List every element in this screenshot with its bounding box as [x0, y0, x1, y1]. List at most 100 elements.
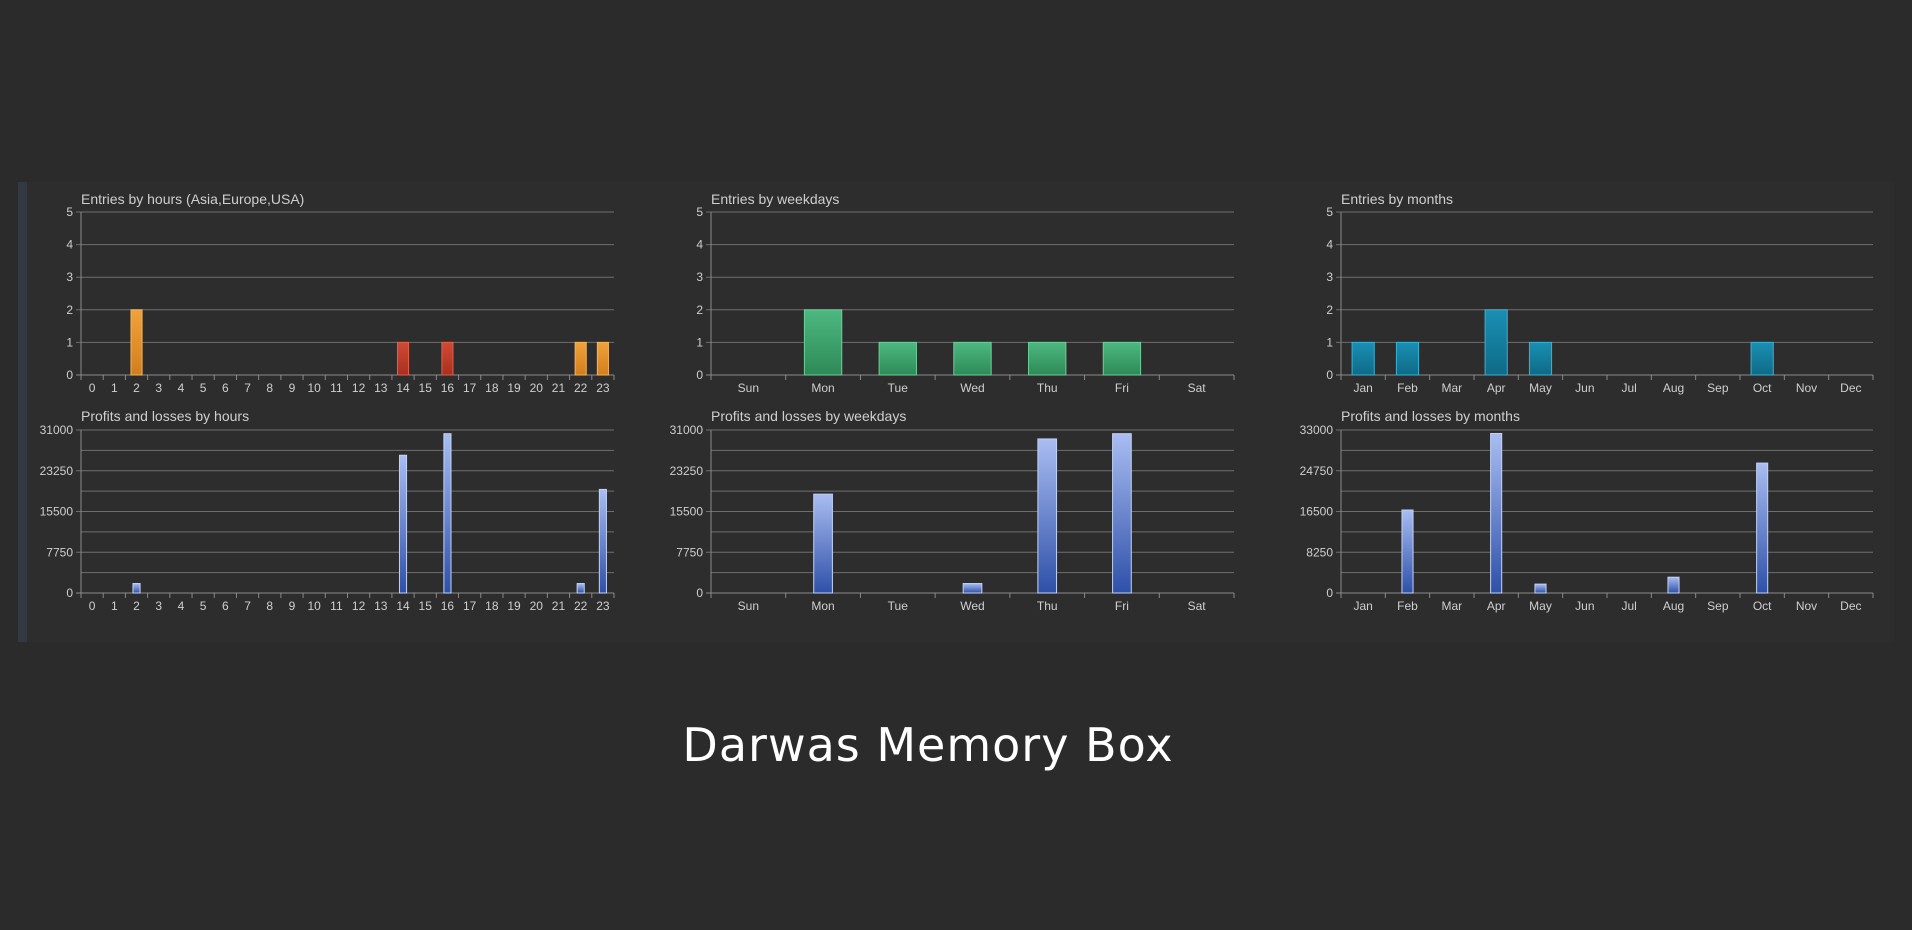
pnl-hours-xtick-label: 18: [485, 599, 499, 613]
pnl-weekdays-bar: [1037, 438, 1058, 594]
pnl-months-xtick-label: Jun: [1575, 599, 1594, 613]
pnl-hours-bar: [576, 583, 585, 594]
pnl-weekdays-chart: Profits and losses by weekdays 0 7750 15500…: [670, 408, 1235, 613]
pnl-months-bar: [1667, 576, 1680, 594]
entries-months-xtick-label: Jul: [1621, 381, 1636, 395]
entries-months-bar: [1351, 341, 1375, 376]
entries-weekdays-xtick-label: Wed: [960, 381, 984, 395]
entries-hours-xtick-label: 3: [155, 381, 162, 395]
pnl-months-xtick-label: Jan: [1353, 599, 1372, 613]
entries-hours-bar: [441, 341, 454, 376]
entries-hours-xtick-label: 12: [352, 381, 366, 395]
pnl-months-xtick-label: Dec: [1840, 599, 1861, 613]
pnl-hours-xtick-label: 3: [155, 599, 162, 613]
pnl-weekdays-bar: [962, 583, 983, 594]
entries-weekdays-xtick-label: Sun: [738, 381, 759, 395]
pnl-weekdays-bar: [813, 493, 833, 594]
entries-weekdays-ytick-label: 3: [696, 270, 703, 284]
entries-weekdays-title: Entries by weekdays: [711, 191, 839, 207]
entries-hours-xtick-label: 6: [222, 381, 229, 395]
entries-months-chart: Entries by months 0 1 2 3 4 5 Jan Feb Mar Apr May Ju…: [1326, 191, 1874, 395]
entries-months-ytick-label: 0: [1326, 368, 1333, 382]
entries-months-bar: [1395, 341, 1420, 376]
entries-months-xtick-label: Oct: [1753, 381, 1772, 395]
entries-months-xtick-label: Sep: [1707, 381, 1729, 395]
entries-months-ytick-label: 2: [1326, 303, 1333, 317]
entries-weekdays-bar: [1102, 341, 1142, 376]
entries-months-xtick-label: May: [1529, 381, 1552, 395]
pnl-weekdays-ytick-label: 0: [696, 586, 703, 600]
entries-months-ytick-label: 5: [1326, 205, 1333, 219]
pnl-hours-xtick-label: 12: [352, 599, 366, 613]
pnl-months-ytick-label: 8250: [1306, 545, 1333, 559]
entries-weekdays-bar: [878, 341, 917, 376]
pnl-weekdays-bar: [1112, 433, 1132, 594]
entries-months-xtick-label: Apr: [1487, 381, 1506, 395]
pnl-months-xtick-label: Sep: [1707, 599, 1729, 613]
entries-hours-ytick-label: 4: [66, 238, 73, 252]
entries-hours-xtick-label: 1: [111, 381, 118, 395]
pnl-hours-xtick-label: 19: [507, 599, 521, 613]
pnl-hours-xtick-label: 8: [266, 599, 273, 613]
pnl-hours-chart: Profits and losses by hours0775015500232…: [40, 408, 615, 613]
pnl-weekdays-title: Profits and losses by weekdays: [711, 408, 906, 424]
entries-hours-ytick-label: 0: [66, 368, 73, 382]
entries-hours-xtick-label: 20: [530, 381, 544, 395]
entries-hours-xtick-label: 18: [485, 381, 499, 395]
pnl-hours-xtick-label: 9: [289, 599, 296, 613]
pnl-weekdays-xtick-label: Mon: [811, 599, 834, 613]
pnl-months-xtick-label: Oct: [1753, 599, 1772, 613]
entries-weekdays-xtick-label: Fri: [1115, 381, 1129, 395]
panel-left-bar: [18, 182, 27, 642]
entries-weekdays-bar: [803, 309, 843, 376]
pnl-hours-xtick-label: 14: [396, 599, 410, 613]
entries-months-bar: [1528, 341, 1553, 376]
pnl-weekdays-xtick-label: Tue: [888, 599, 909, 613]
entries-months-xtick-label: Mar: [1441, 381, 1462, 395]
pnl-hours-xtick-label: 6: [222, 599, 229, 613]
entries-weekdays-xtick-label: Tue: [888, 381, 909, 395]
entries-hours-xtick-label: 23: [596, 381, 610, 395]
entries-hours-title: Entries by hours (Asia,Europe,USA): [81, 191, 304, 207]
pnl-months-bar: [1401, 509, 1414, 594]
pnl-months-xtick-label: Nov: [1796, 599, 1817, 613]
entries-weekdays-xtick-label: Sat: [1188, 381, 1207, 395]
entries-hours-bar: [596, 341, 609, 376]
entries-weekdays-xtick-label: Thu: [1037, 381, 1058, 395]
pnl-hours-xtick-label: 17: [463, 599, 477, 613]
pnl-hours-xtick-label: 11: [330, 599, 343, 613]
charts-group: Entries by hours (Asia,Europe,USA)012345…: [40, 191, 1874, 613]
pnl-months-ytick-label: 24750: [1300, 464, 1334, 478]
entries-hours-xtick-label: 14: [396, 381, 410, 395]
pnl-weekdays-xtick-label: Sat: [1188, 599, 1207, 613]
pnl-hours-xtick-label: 16: [441, 599, 455, 613]
entries-hours-bar: [396, 341, 410, 376]
pnl-hours-ytick-label: 15500: [40, 505, 74, 519]
entries-hours-xtick-label: 10: [308, 381, 322, 395]
pnl-months-xtick-label: Feb: [1397, 599, 1418, 613]
pnl-months-ytick-label: 0: [1326, 586, 1333, 600]
pnl-months-bar: [1490, 432, 1503, 594]
pnl-weekdays-ytick-label: 7750: [676, 545, 703, 559]
pnl-hours-ytick-label: 7750: [46, 545, 73, 559]
charts-panel: [18, 182, 1894, 642]
entries-hours-xtick-label: 17: [463, 381, 477, 395]
entries-months-xtick-label: Jun: [1575, 381, 1594, 395]
pnl-hours-xtick-label: 21: [552, 599, 566, 613]
pnl-months-bar: [1756, 462, 1769, 594]
entries-hours-bar: [574, 341, 587, 376]
pnl-months-xtick-label: Apr: [1487, 599, 1506, 613]
entries-hours-xtick-label: 22: [574, 381, 588, 395]
pnl-hours-xtick-label: 13: [374, 599, 388, 613]
entries-hours-xtick-label: 13: [374, 381, 388, 395]
entries-hours-ytick-label: 5: [66, 205, 73, 219]
entries-hours-xtick-label: 0: [89, 381, 96, 395]
pnl-months-xtick-label: Aug: [1663, 599, 1684, 613]
pnl-hours-xtick-label: 2: [133, 599, 140, 613]
pnl-hours-title: Profits and losses by hours: [81, 408, 249, 424]
pnl-hours-bar: [443, 433, 452, 594]
pnl-hours-xtick-label: 4: [178, 599, 185, 613]
entries-hours-xtick-label: 7: [244, 381, 251, 395]
entries-months-xtick-label: Nov: [1796, 381, 1817, 395]
